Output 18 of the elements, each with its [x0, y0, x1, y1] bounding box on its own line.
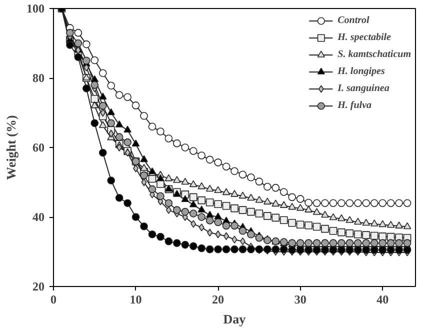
y-tick-label: 80: [32, 71, 44, 85]
y-axis-title: Weight (%): [4, 115, 18, 180]
legend-label: I. sanguinea: [338, 82, 390, 95]
legend-label: H. spectabile: [338, 31, 391, 44]
legend-label: H. fulva: [338, 99, 372, 112]
x-tick-label: 10: [130, 292, 142, 306]
legend-label: S. kamtschaticum: [338, 48, 411, 61]
legend-label: H. longipes: [338, 65, 385, 78]
x-tick-label: 20: [212, 292, 224, 306]
y-tick-label: 100: [26, 2, 44, 16]
x-axis-title: Day: [223, 312, 246, 326]
x-tick-label: 0: [50, 292, 56, 306]
y-tick-label: 20: [32, 280, 44, 294]
x-tick-label: 40: [376, 292, 389, 306]
y-tick-label: 60: [32, 140, 44, 154]
x-tick-label: 30: [294, 292, 306, 306]
legend-label: Control: [338, 14, 370, 27]
y-tick-label: 40: [32, 210, 44, 224]
